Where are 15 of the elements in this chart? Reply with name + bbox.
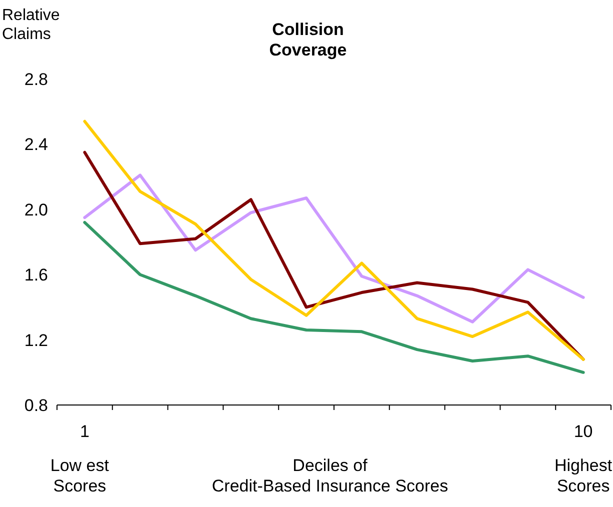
text: Highest Scores (554, 456, 612, 496)
y-tick-label: 0.8 (24, 396, 48, 415)
y-tick-label: 1.2 (24, 330, 48, 350)
y-axis-title: Relative Claims (2, 7, 60, 44)
y-tick-label: 1.6 (24, 266, 48, 285)
line-series (83, 220, 585, 374)
x-tick-label: 1 (80, 422, 90, 441)
y-tick-label: 2.4 (24, 135, 48, 154)
y-tick-label: 2.8 (24, 70, 48, 89)
x-tick-label: 10 (574, 422, 593, 441)
line-series (83, 174, 585, 324)
y-tick-label: 2.0 (24, 200, 48, 220)
chart-title: Collision Coverage (269, 20, 347, 60)
text: Low est Scores (50, 456, 110, 496)
x-axis-title: Deciles of Credit-Based Insurance Scores (212, 456, 448, 496)
